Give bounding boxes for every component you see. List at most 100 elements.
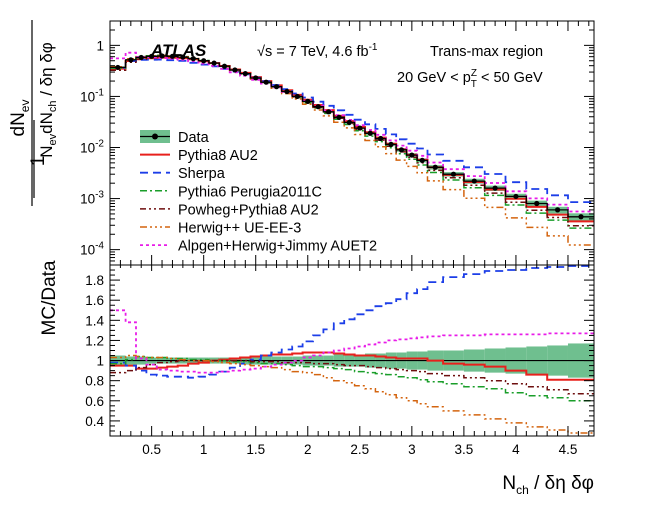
series-sherpa: [110, 58, 594, 203]
bot-x-tick-label: 4.5: [559, 442, 578, 457]
data-point: [388, 141, 394, 147]
top-x-axis-ticks: [109, 21, 590, 265]
data-point: [357, 125, 363, 131]
data-point: [115, 64, 121, 71]
energy-label-sup: -1: [369, 42, 378, 53]
bot-x-tick-label: 2.5: [350, 442, 369, 457]
data-point: [578, 214, 584, 220]
ylabel-den-b: ev: [47, 133, 59, 145]
ylabel-prefactor: 1: [28, 156, 49, 167]
ylabel-den-d: ch: [47, 101, 59, 113]
cut-label-sub: T: [471, 79, 477, 90]
data-point: [409, 152, 415, 158]
bot-x-tick-label: 0.5: [142, 442, 161, 457]
tick-exponent: -2: [95, 138, 104, 149]
xlabel-sub: ch: [516, 483, 529, 497]
data-point: [378, 135, 384, 142]
data-point: [554, 207, 561, 213]
data-point: [242, 70, 248, 77]
tick-base: 10: [80, 192, 95, 207]
bottom-x-axis-ticks: 0.5 1 1.5 2 2.5 3 3.5 4 4.5: [109, 265, 590, 457]
region-label: Trans-max region: [430, 44, 543, 60]
data-point: [232, 67, 238, 73]
data-points: [110, 53, 594, 220]
bot-x-tick-label: 4: [512, 442, 520, 457]
tick-exponent: -4: [95, 241, 104, 252]
tick-base: 10: [80, 140, 95, 155]
data-point: [221, 63, 228, 69]
data-point: [284, 88, 290, 95]
data-point: [336, 114, 342, 120]
data-point: [534, 200, 540, 207]
ratio-y-axis-title: MC/Data: [39, 260, 60, 335]
legend-data-label: Data: [178, 130, 210, 146]
cut-label-b: < 50 GeV: [477, 70, 543, 86]
cut-label-sup: Z: [471, 68, 477, 79]
data-point: [180, 54, 186, 60]
ratio-series-pythia6-perugia2011c: [110, 355, 594, 402]
bot-x-tick-label: 2: [304, 442, 312, 457]
top-y-axis-ticks: 10-410-310-210-11: [80, 20, 594, 266]
ylabel-den-c: dN: [37, 112, 56, 134]
ratio-series-sherpa: [110, 265, 594, 379]
data-point: [315, 104, 321, 110]
data-point: [346, 119, 352, 126]
data-point: [432, 164, 438, 170]
ylabel-numerator: dNev: [8, 100, 32, 137]
data-point: [273, 84, 280, 90]
data-point: [169, 53, 176, 59]
legend-label-alpgen-herwig-jimmy-auet2: Alpgen+Herwig+Jimmy AUET2: [178, 239, 377, 255]
distribution-panel: 10-410-310-210-11 ATLAS √s = 7 TeV, 4.6 …: [8, 20, 595, 266]
ylabel-den-e: / δη δφ: [37, 42, 56, 100]
bot-y-tick-label: 1.8: [85, 273, 104, 288]
data-point: [159, 53, 165, 59]
ylabel-num-main: dN: [8, 112, 29, 136]
data-point: [513, 193, 519, 200]
bot-y-tick-label: 1.4: [85, 313, 104, 328]
bot-x-tick-label: 1: [200, 442, 208, 457]
top-y-tick-label: 10-4: [80, 241, 104, 258]
top-y-tick-label: 10-2: [80, 138, 104, 155]
data-point: [471, 178, 477, 184]
legend-label-pythia6-perugia2011c: Pythia6 Perugia2011C: [178, 184, 322, 200]
data-point: [253, 75, 259, 81]
legend-label-pythia8-au2: Pythia8 AU2: [178, 148, 258, 164]
data-point: [398, 147, 405, 153]
data-point: [128, 57, 134, 63]
cut-label-a: 20 GeV < p: [397, 70, 471, 86]
bot-y-tick-label: 0.6: [85, 394, 104, 409]
xlabel-b: / δη δφ: [529, 473, 594, 494]
ylabel-num-sub: ev: [18, 100, 32, 113]
bot-y-tick-label: 0.4: [85, 414, 104, 429]
legend-label-sherpa: Sherpa: [178, 166, 226, 182]
data-point: [492, 185, 498, 191]
top-y-tick-label: 10-1: [80, 87, 104, 104]
data-point: [201, 58, 207, 64]
ratio-series-pythia8-au2: [110, 351, 594, 381]
bot-x-tick-label: 1.5: [246, 442, 265, 457]
data-point: [419, 157, 425, 163]
data-point: [211, 60, 217, 66]
ratio-series-group: [110, 265, 594, 434]
data-point: [138, 54, 144, 61]
data-point: [325, 109, 332, 115]
ratio-panel: 0.4 0.6 0.8 1 1.2 1.4 1.6 1.8 0.5 1 1.5 2 2.5 3 3.5 4 4…: [39, 260, 595, 497]
bot-y-tick-label: 1.2: [85, 333, 104, 348]
legend-label-powheg-pythia8-au2: Powheg+Pythia8 AU2: [178, 202, 319, 218]
ratio-series-alpgen-herwig-jimmy-auet2: [110, 309, 594, 374]
ratio-series-herwig-ue-ee-3: [110, 354, 594, 434]
bot-y-tick-label: 1: [96, 354, 104, 369]
ylabel-denominator: NevdNch / δη δφ: [37, 42, 59, 158]
bot-y-tick-label: 1.6: [85, 293, 104, 308]
energy-label: √s = 7 TeV, 4.6 fb-1: [257, 42, 378, 60]
data-point: [367, 130, 373, 136]
bottom-y-axis-ticks: 0.4 0.6 0.8 1 1.2 1.4 1.6 1.8: [85, 269, 594, 432]
bot-x-tick-label: 3.5: [455, 442, 474, 457]
data-point: [149, 53, 155, 59]
top-y-tick-label: 1: [96, 38, 104, 53]
tick-exponent: -3: [95, 190, 104, 201]
xlabel-a: N: [502, 473, 516, 494]
data-point: [305, 98, 311, 104]
data-point: [190, 56, 196, 62]
